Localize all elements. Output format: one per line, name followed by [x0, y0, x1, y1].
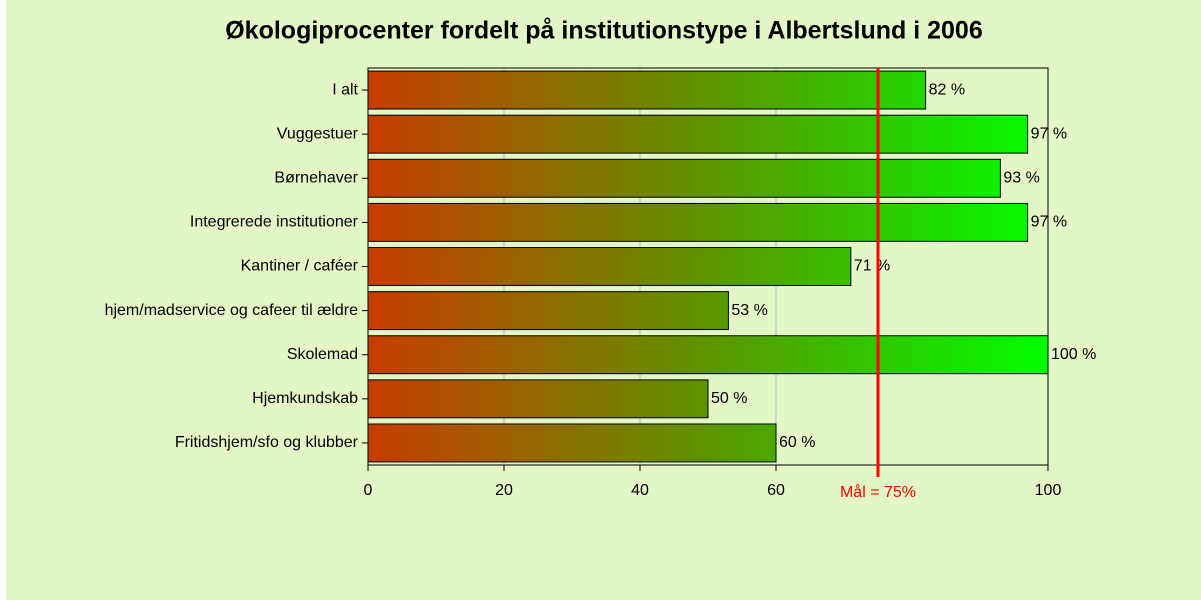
- target-label: Mål = 75%: [840, 483, 916, 501]
- plot-frame: [367, 67, 1049, 466]
- bar: [367, 158, 1001, 198]
- x-tick-label: 0: [364, 482, 373, 499]
- x-tick-label: 100: [1035, 482, 1062, 499]
- y-tick-label: I alt: [332, 81, 358, 98]
- value-label: 50 %: [711, 390, 747, 407]
- bar: [367, 114, 1029, 154]
- value-label: 53 %: [731, 302, 767, 319]
- value-label: 93 %: [1003, 169, 1039, 186]
- bar: [367, 423, 777, 463]
- chart-title: Økologiprocenter fordelt på institutions…: [225, 17, 983, 45]
- bar: [367, 202, 1029, 242]
- y-tick-label: hjem/madservice og cafeer til ældre: [105, 302, 359, 319]
- value-label: 97 %: [1031, 214, 1067, 231]
- y-tick-label: Skolemad: [287, 346, 358, 363]
- bar: [367, 291, 729, 331]
- bar: [367, 379, 709, 419]
- y-tick-label: Hjemkundskab: [252, 390, 358, 407]
- y-tick-label: Børnehaver: [274, 169, 358, 186]
- y-tick-label: Integrerede institutioner: [190, 214, 359, 231]
- x-tick-label: 60: [767, 482, 785, 499]
- bar: [367, 247, 852, 286]
- x-tick-label: 20: [495, 482, 513, 499]
- value-label: 71 %: [854, 258, 890, 275]
- value-label: 82 %: [929, 81, 965, 98]
- y-tick-label: Kantiner / caféer: [241, 258, 359, 275]
- y-tick-label: Vuggestuer: [277, 125, 359, 142]
- bar: [367, 335, 1049, 375]
- x-tick-label: 40: [631, 482, 649, 499]
- value-label: 60 %: [779, 434, 815, 451]
- y-tick-label: Fritidshjem/sfo og klubber: [175, 434, 359, 451]
- value-label: 97 %: [1031, 125, 1067, 142]
- bar: [367, 70, 927, 110]
- value-label: 100 %: [1051, 346, 1096, 363]
